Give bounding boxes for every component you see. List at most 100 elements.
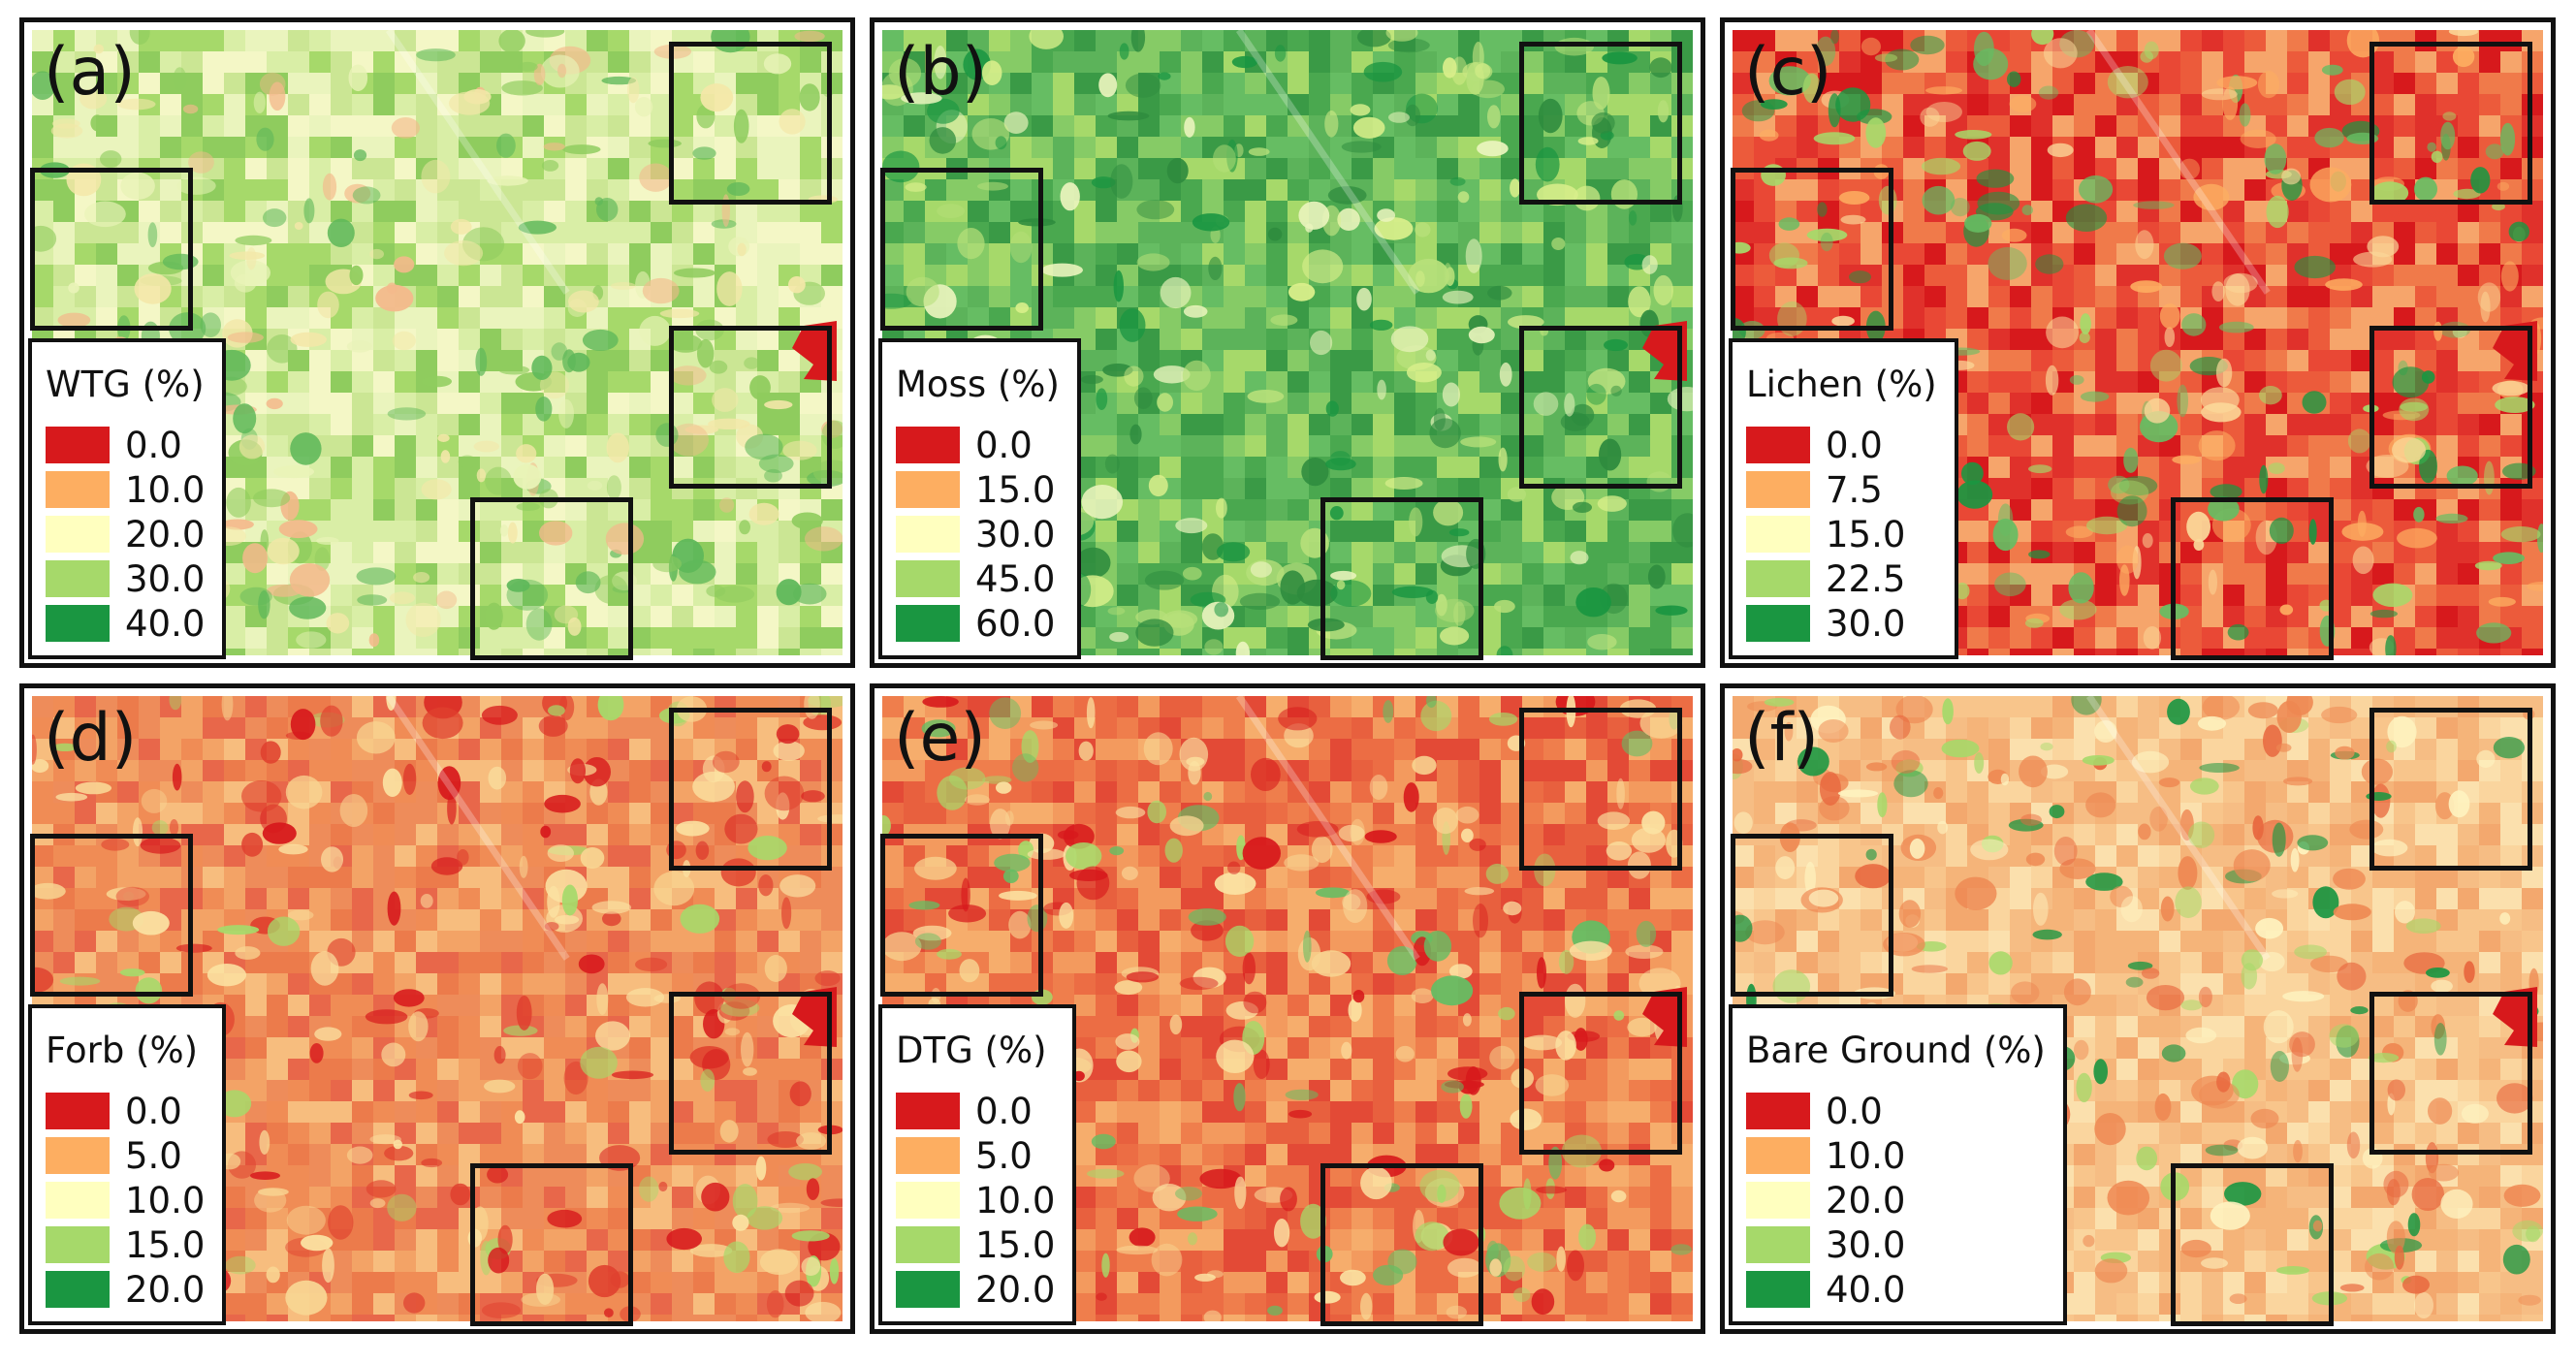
- raster-patch: [669, 333, 703, 353]
- raster-patch: [2508, 221, 2529, 242]
- raster-cell: [693, 435, 715, 457]
- raster-cell: [565, 1037, 587, 1059]
- raster-patch: [1425, 349, 1436, 362]
- raster-patch: [80, 88, 108, 110]
- raster-cell: [331, 1080, 352, 1101]
- raster-cell: [1053, 73, 1074, 94]
- raster-cell: [2180, 478, 2202, 499]
- raster-patch: [2080, 313, 2091, 334]
- raster-cell: [1988, 329, 2010, 350]
- raster-cell: [181, 739, 203, 760]
- raster-cell: [245, 73, 267, 94]
- raster-cell: [2116, 649, 2138, 655]
- raster-cell: [1437, 73, 1458, 94]
- raster-cell: [2180, 627, 2202, 649]
- raster-patch: [239, 434, 266, 460]
- raster-cell: [2372, 201, 2394, 222]
- raster-cell: [501, 51, 523, 73]
- raster-cell: [1543, 649, 1565, 655]
- raster-cell: [1458, 201, 1479, 222]
- raster-cell: [946, 179, 968, 201]
- raster-cell: [1437, 158, 1458, 179]
- raster-cell: [2500, 243, 2522, 265]
- raster-cell: [373, 1080, 395, 1101]
- raster-cell: [224, 717, 245, 739]
- raster-patch: [739, 520, 750, 535]
- raster-cell: [1394, 73, 1415, 94]
- inset-box-top-right: [2369, 42, 2532, 205]
- raster-cell: [800, 952, 821, 973]
- raster-cell: [757, 606, 779, 627]
- raster-cell: [2308, 457, 2330, 478]
- raster-cell: [1266, 265, 1288, 286]
- raster-cell: [1224, 435, 1245, 457]
- raster-cell: [416, 973, 437, 995]
- raster-cell: [1988, 265, 2010, 286]
- raster-cell: [203, 888, 224, 909]
- raster-cell: [437, 1080, 459, 1101]
- raster-patch: [1009, 231, 1033, 264]
- raster-cell: [565, 30, 587, 51]
- raster-cell: [245, 51, 267, 73]
- raster-cell: [565, 201, 587, 222]
- raster-cell: [989, 307, 1010, 329]
- raster-cell: [2372, 137, 2394, 158]
- raster-cell: [2479, 94, 2500, 115]
- raster-patch: [2325, 278, 2363, 291]
- raster-cell: [437, 649, 459, 655]
- raster-cell: [1288, 137, 1309, 158]
- raster-cell: [1096, 371, 1117, 393]
- raster-cell: [651, 1037, 672, 1059]
- legend-row: 0.0: [1746, 423, 1937, 467]
- raster-cell: [946, 201, 968, 222]
- raster-cell: [1032, 51, 1053, 73]
- raster-cell: [2223, 137, 2244, 158]
- raster-patch: [744, 357, 760, 369]
- raster-cell: [882, 222, 904, 243]
- raster-cell: [224, 286, 245, 307]
- raster-cell: [331, 243, 352, 265]
- raster-cell: [672, 243, 693, 265]
- raster-patch: [1962, 141, 1991, 161]
- raster-cell: [968, 201, 989, 222]
- raster-cell: [2415, 222, 2436, 243]
- raster-cell: [1543, 371, 1565, 393]
- raster-cell: [800, 845, 821, 867]
- raster-cell: [779, 307, 800, 329]
- raster-cell: [608, 739, 629, 760]
- raster-cell: [1607, 350, 1629, 371]
- raster-cell: [523, 137, 544, 158]
- raster-cell: [267, 286, 288, 307]
- raster-cell: [2436, 350, 2458, 371]
- raster-cell: [672, 627, 693, 649]
- raster-cell: [1266, 158, 1288, 179]
- raster-patch: [2500, 261, 2519, 292]
- raster-cell: [2138, 73, 2159, 94]
- raster-cell: [2074, 265, 2095, 286]
- raster-cell: [2458, 286, 2479, 307]
- raster-patch: [2069, 375, 2084, 385]
- raster-cell: [1629, 222, 1650, 243]
- raster-cell: [2372, 478, 2394, 499]
- raster-cell: [203, 201, 224, 222]
- raster-cell: [1160, 307, 1181, 329]
- raster-patch: [120, 172, 155, 200]
- raster-cell: [757, 739, 779, 760]
- raster-cell: [629, 51, 651, 73]
- raster-cell: [565, 158, 587, 179]
- raster-cell: [608, 137, 629, 158]
- raster-cell: [2180, 265, 2202, 286]
- raster-cell: [1288, 115, 1309, 137]
- raster-cell: [2436, 201, 2458, 222]
- raster-cell: [608, 265, 629, 286]
- raster-cell: [1522, 649, 1543, 655]
- raster-cell: [2095, 542, 2116, 563]
- raster-patch: [1865, 117, 1887, 148]
- raster-cell: [203, 286, 224, 307]
- raster-cell: [1967, 563, 1988, 585]
- raster-cell: [224, 1059, 245, 1080]
- raster-cell: [1903, 115, 1924, 137]
- raster-patch: [1248, 147, 1270, 156]
- raster-cell: [2244, 350, 2266, 371]
- raster-cell: [1479, 649, 1501, 655]
